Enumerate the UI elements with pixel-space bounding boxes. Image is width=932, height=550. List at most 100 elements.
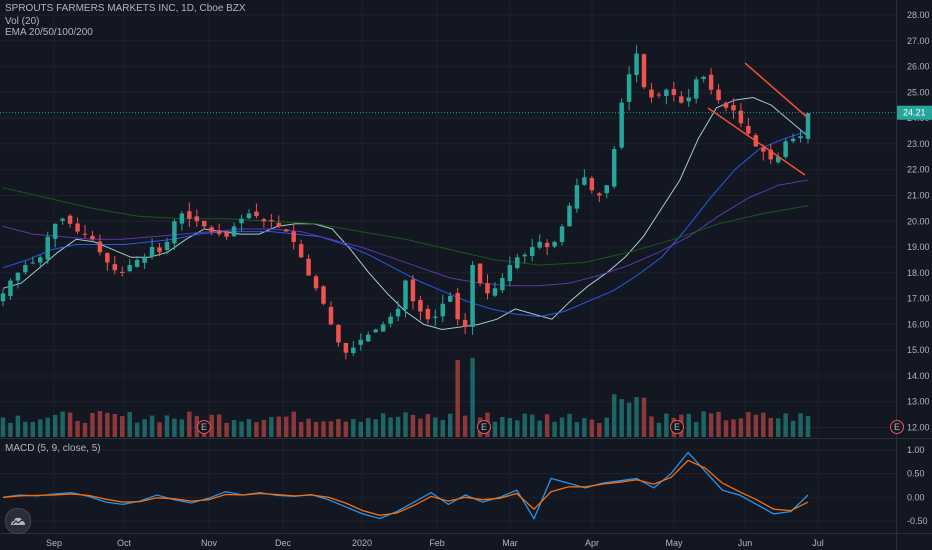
time-tick-label: Dec (275, 538, 292, 548)
candle-body (775, 156, 781, 163)
candle-body (239, 218, 244, 224)
volume-bar (753, 414, 759, 437)
wedge-upper-trendline (744, 62, 809, 119)
volume-bar (134, 422, 140, 437)
volume-bar (641, 397, 647, 437)
candle-body (641, 54, 647, 88)
candle-body (477, 263, 483, 284)
candle-body (164, 241, 170, 251)
candle-body (8, 280, 13, 296)
volume-bar (82, 422, 88, 437)
candle-body (679, 96, 684, 103)
price-tick-label: 23.00 (907, 139, 930, 149)
volume-bar (194, 415, 200, 437)
volume-bar (179, 419, 185, 437)
volume-bar (90, 412, 95, 437)
candle-body (418, 300, 423, 312)
volume-bar (291, 411, 296, 437)
candle-body (276, 222, 282, 227)
candle-body (671, 88, 677, 95)
candle-body (388, 316, 393, 324)
symbol-title[interactable]: SPROUTS FARMERS MARKETS INC, 1D, Cboe BZ… (5, 3, 246, 14)
volume-bar (470, 357, 475, 437)
volume-bar (246, 419, 252, 437)
earnings-marker: E (890, 420, 904, 434)
volume-bar (403, 412, 408, 437)
price-tick-label: 13.00 (907, 397, 930, 407)
candle-body (202, 220, 207, 227)
price-tick-label: 28.00 (907, 10, 930, 20)
volume-bar (149, 415, 155, 437)
volume-bar (597, 422, 602, 437)
volume-bar (120, 416, 125, 437)
volume-bar (619, 399, 624, 437)
candle-body (298, 244, 304, 258)
candle-body (537, 241, 542, 248)
volume-bar (105, 412, 110, 437)
volume-bar (768, 418, 773, 437)
price-tick-label: 18.00 (907, 268, 930, 278)
volume-bar (284, 416, 289, 437)
ema-100-line (2, 179, 809, 287)
volume-bar (224, 422, 229, 437)
volume-bar (462, 415, 468, 437)
candle-body (768, 149, 773, 160)
candle-body (731, 105, 736, 111)
candle-body (313, 276, 319, 289)
ema-50-line (2, 130, 809, 318)
volume-bar (269, 417, 274, 437)
volume-bar (298, 421, 304, 437)
volume-bar (611, 394, 617, 437)
time-tick-label: Feb (429, 538, 445, 548)
candle-body (120, 271, 125, 273)
last-price-badge-bg (897, 105, 932, 120)
volume-bar (313, 422, 319, 437)
volume-bar (574, 422, 580, 437)
volume-bar (321, 421, 326, 437)
candle-body (291, 231, 296, 242)
volume-bar (582, 418, 587, 437)
candle-body (440, 303, 446, 317)
volume-bar (164, 415, 170, 437)
volume-bar (38, 419, 43, 437)
axes: 28.0027.0026.0025.0024.0023.0022.0021.00… (46, 10, 932, 548)
candle-body (343, 342, 349, 353)
volume-bar (604, 417, 609, 437)
volume-bar (649, 416, 654, 437)
candle-body (142, 257, 147, 263)
volume-bar (358, 421, 364, 437)
candle-body (664, 89, 669, 97)
candle-body (187, 211, 192, 219)
price-tick-label: 26.00 (907, 62, 930, 72)
candle-body (127, 265, 132, 272)
candle-body (45, 236, 50, 260)
last-price-badge: 24.21 (897, 105, 932, 120)
candle-body (447, 296, 453, 302)
tradingview-logo-icon[interactable] (5, 508, 31, 534)
candle-body (552, 241, 557, 247)
macd-indicator-label[interactable]: MACD (5, 9, close, 5) (5, 443, 101, 454)
earnings-label: E (894, 422, 900, 432)
volume-indicator-label[interactable]: Vol (20) (5, 16, 40, 27)
candle-body (15, 272, 21, 281)
earnings-marker: E (670, 420, 684, 434)
price-tick-label: 12.00 (907, 423, 930, 433)
candle-body (611, 149, 617, 187)
volume-bar (559, 417, 565, 437)
ema-indicator-label[interactable]: EMA 20/50/100/200 (5, 27, 93, 38)
candle-body (716, 89, 721, 101)
candle-body (0, 293, 6, 302)
volume-bar (716, 411, 721, 437)
candle-body (790, 138, 796, 142)
candle-body (701, 76, 706, 80)
volume-bar (254, 422, 259, 437)
volume-bar (343, 421, 349, 437)
volume-bar (75, 420, 80, 437)
volume-bar (664, 413, 669, 437)
candle-body (336, 324, 341, 343)
volume-bar (351, 419, 356, 437)
candle-body (686, 97, 691, 102)
time-tick-label: Sep (46, 538, 62, 548)
